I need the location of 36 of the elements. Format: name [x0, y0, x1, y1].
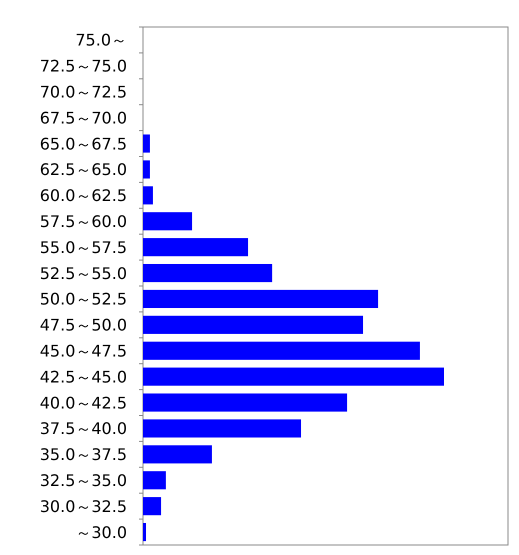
- bar: [143, 497, 162, 516]
- y-tick-label: 60.0～62.5: [40, 186, 127, 206]
- bar: [143, 393, 348, 412]
- y-tick-label: 40.0～42.5: [40, 393, 127, 412]
- bar: [143, 212, 192, 230]
- y-tick-label: 72.5～75.0: [40, 56, 127, 76]
- y-tick-label: 35.0～37.5: [40, 445, 127, 464]
- bar: [143, 264, 272, 282]
- bar: [143, 368, 444, 386]
- bar: [143, 316, 364, 334]
- y-tick-label: 65.0～67.5: [40, 134, 127, 154]
- bar: [143, 419, 302, 438]
- bar: [143, 186, 153, 204]
- bar: [143, 160, 150, 179]
- y-tick-label: 70.0～72.5: [40, 82, 127, 102]
- y-tick-label: 67.5～70.0: [40, 108, 127, 128]
- y-tick-label: 55.0～57.5: [40, 238, 127, 257]
- y-tick-label: 75.0～: [75, 30, 127, 50]
- bar: [143, 290, 378, 308]
- y-tick-label: 47.5～50.0: [40, 316, 127, 335]
- bar: [143, 471, 166, 490]
- bar: [143, 522, 146, 542]
- y-tick-label: 32.5～35.0: [40, 471, 127, 490]
- y-tick-label: 57.5～60.0: [40, 212, 127, 232]
- y-tick-label: ～30.0: [75, 522, 127, 542]
- y-tick-label: 52.5～55.0: [40, 264, 127, 283]
- bar: [143, 342, 420, 360]
- bar: [143, 238, 248, 256]
- y-tick-label: 42.5～45.0: [40, 367, 127, 386]
- y-tick-label: 37.5～40.0: [40, 419, 127, 438]
- bar: [143, 134, 150, 153]
- y-tick-label: 50.0～52.5: [40, 290, 127, 309]
- y-tick-label: 30.0～32.5: [40, 496, 127, 516]
- bar: [143, 445, 212, 464]
- y-tick-label: 62.5～65.0: [40, 160, 127, 180]
- y-tick-label: 45.0～47.5: [40, 342, 127, 361]
